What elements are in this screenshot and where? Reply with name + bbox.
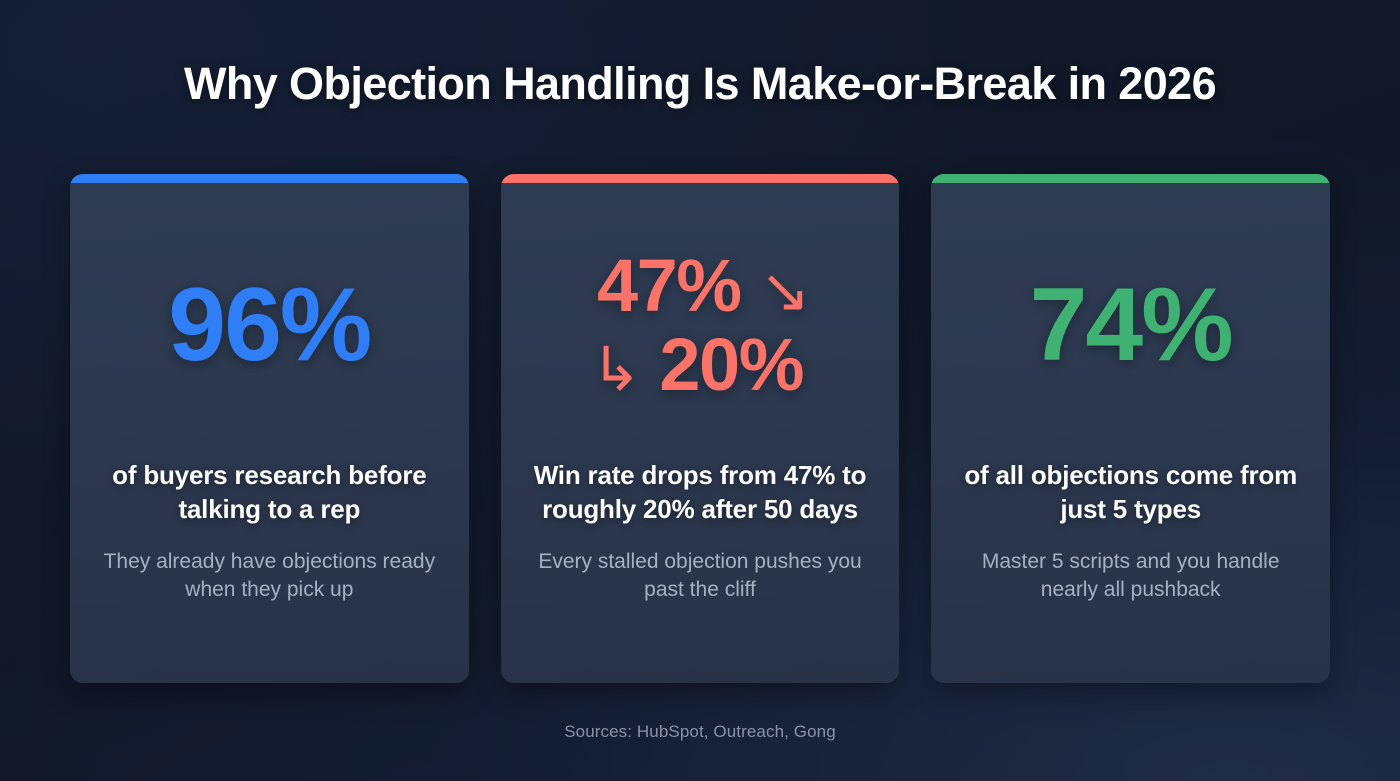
stat-card-buyer-research: 96% of buyers research before talking to… <box>70 174 469 683</box>
sources-note: Sources: HubSpot, Outreach, Gong <box>564 722 836 741</box>
stat-card-win-rate: 47% ↘ ↳ 20% Win rate drops from 47% to r… <box>500 174 900 683</box>
trend-arrow-icon: ↳ <box>591 335 642 405</box>
card-accent-bar <box>70 174 469 183</box>
card-headline: Win rate drops from 47% to roughly 20% a… <box>533 460 867 525</box>
trend-arrow-icon: ↘ <box>759 255 811 326</box>
card-subtext: Every stalled objection pushes you past … <box>538 550 862 602</box>
stat-value: 74% <box>1029 267 1234 383</box>
card-accent-bar <box>931 174 1331 183</box>
page-title: Why Objection Handling Is Make-or-Break … <box>183 58 1217 109</box>
card-headline: of buyers research before talking to a r… <box>112 460 427 525</box>
stat-zone: 47% ↘ ↳ 20% <box>523 188 878 456</box>
stat-card-objection-types: 74% of all objections come from just 5 t… <box>931 174 1331 683</box>
card-subtext: Master 5 scripts and you handle nearly a… <box>981 550 1280 602</box>
stat-card-row: 96% of buyers research before talking to… <box>70 174 1331 683</box>
stat-zone: 96% <box>92 188 447 456</box>
stat-zone: 74% <box>953 188 1308 456</box>
stat-value: 47% ↘ ↳ 20% <box>591 243 811 406</box>
card-accent-bar <box>500 174 900 183</box>
card-subtext: They already have objections ready when … <box>103 550 436 602</box>
stat-value-after: ↳ 20% <box>591 323 805 406</box>
card-headline: of all objections come from just 5 types <box>964 460 1297 525</box>
stat-value-before: 47% ↘ <box>597 243 811 327</box>
stat-value: 96% <box>168 267 372 383</box>
